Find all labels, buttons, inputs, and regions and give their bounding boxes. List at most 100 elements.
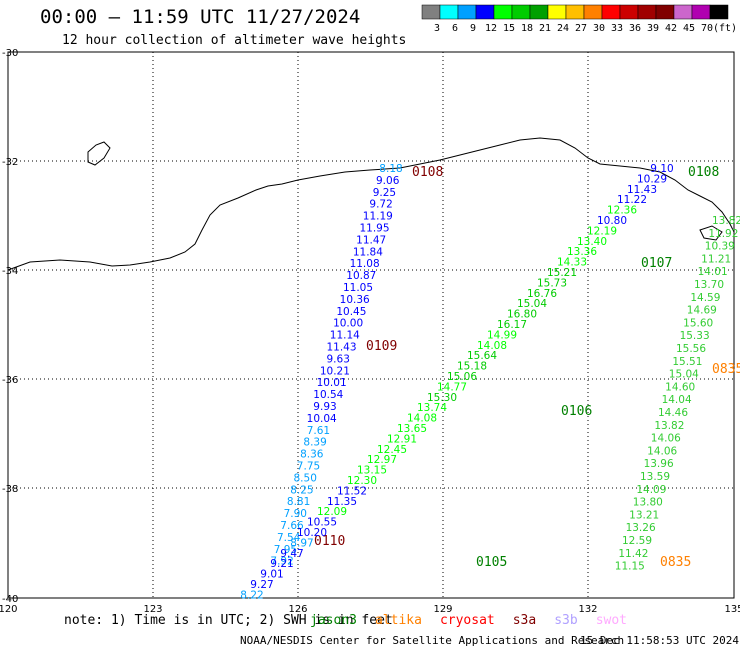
pass-label: 0106 (561, 404, 592, 419)
wave-height-label: 14.69 (687, 305, 717, 317)
wave-height-label: 15.73 (537, 277, 567, 289)
satellite-name: cryosat (439, 613, 495, 628)
wave-height-label: 14.59 (690, 292, 720, 304)
wave-height-label: 13.15 (357, 465, 387, 477)
wave-height-label: 14.08 (407, 413, 437, 425)
wave-height-label: 13.96 (644, 458, 674, 470)
lon-label: 120 (0, 604, 18, 615)
wave-height-label: 11.84 (353, 246, 383, 258)
lon-label: 126 (288, 604, 307, 615)
wave-height-label: 12.30 (347, 475, 377, 487)
wave-height-label: 11.05 (343, 282, 373, 294)
legend-label: 36 (629, 23, 641, 34)
legend-label: 9 (470, 23, 476, 34)
wave-height-label: 8.50 (294, 472, 317, 484)
title: 00:00 – 11:59 UTC 11/27/2024 (40, 6, 361, 28)
wave-height-label: 8.39 (303, 437, 326, 449)
wave-height-label: 11.43 (326, 342, 356, 354)
satellite-name: s3b (554, 613, 578, 628)
lat-label: -32 (2, 157, 18, 168)
lat-label: -36 (2, 375, 18, 386)
pass-label: 0108 (412, 165, 443, 180)
wave-height-label: 14.09 (636, 484, 666, 496)
wave-height-label: 10.04 (307, 413, 337, 425)
lat-label: -38 (2, 484, 18, 495)
wave-height-label: 12.36 (607, 205, 637, 217)
wave-height-label: 11.15 (615, 561, 645, 573)
wave-height-label: 14.04 (662, 394, 692, 406)
wave-height-label: 8.25 (290, 484, 313, 496)
legend-label: 42 (665, 23, 677, 34)
wave-height-label: 10.29 (637, 173, 667, 185)
footer-note: note: 1) Time is in UTC; 2) SWH is in fe… (64, 613, 393, 628)
wave-height-label: 11.92 (708, 228, 738, 240)
wave-height-label: 14.99 (487, 329, 517, 341)
coastline (7, 137, 735, 271)
lat-label: -30 (2, 48, 18, 59)
wave-height-label: 11.08 (350, 258, 380, 270)
wave-height-label: 14.60 (665, 381, 695, 393)
wave-height-label: 12.45 (377, 444, 407, 456)
wave-height-label: 10.20 (297, 527, 327, 539)
lat-label: -34 (2, 266, 18, 277)
wave-height-label: 9.25 (373, 187, 396, 199)
wave-height-label: 7.61 (307, 425, 330, 437)
wave-height-label: 11.47 (356, 234, 386, 246)
wave-height-label: 9.06 (376, 175, 400, 187)
legend-label: (ft) (713, 23, 737, 34)
wave-height-label: 15.30 (427, 392, 457, 404)
lon-label: 132 (578, 604, 597, 615)
island-outline (699, 225, 723, 241)
wave-height-label: 10.55 (307, 517, 337, 529)
satellite-name: altika (374, 613, 422, 628)
wave-height-label: 14.06 (651, 433, 681, 445)
wave-height-label: 9.21 (270, 558, 293, 570)
wave-height-label: 9.01 (260, 569, 283, 581)
timestamp: 15 Dec 11:58:53 UTC 2024 (580, 634, 739, 647)
wave-height-label: 14.46 (658, 407, 688, 419)
wave-height-label: 8.81 (287, 496, 310, 508)
wave-height-label: 7.90 (284, 508, 307, 520)
color-legend: 3 6 9 12 15 18 21 24 27 30 33 36 39 42 45 70 (ft) (421, 4, 737, 34)
wave-height-label: 10.00 (333, 318, 363, 330)
wave-height-label: 9.63 (327, 353, 350, 365)
lon-label: 129 (433, 604, 452, 615)
legend-label: 15 (503, 23, 515, 34)
wave-height-label: 12.59 (622, 535, 652, 547)
legend-swatch (709, 4, 729, 20)
island-outline (87, 141, 111, 166)
wave-height-label: 13.26 (626, 522, 656, 534)
pass-label: 0835 (712, 362, 740, 377)
wave-height-label: 11.21 (701, 253, 731, 265)
wave-height-label: 8.97 (290, 537, 313, 549)
wave-height-label: 13.40 (577, 236, 607, 248)
pass-label: 0110 (314, 534, 345, 549)
wave-height-label: 12.91 (387, 433, 417, 445)
map-frame (7, 51, 735, 599)
wave-height-label: 15.06 (447, 371, 477, 383)
pass-label: 0109 (366, 339, 397, 354)
wave-height-label: 13.36 (567, 246, 597, 258)
wave-height-label: 9.10 (650, 163, 673, 175)
wave-height-label: 14.77 (437, 381, 467, 393)
wave-height-label: 11.22 (617, 194, 647, 206)
lon-label: 135 (724, 604, 740, 615)
wave-height-label: 15.04 (517, 298, 547, 310)
legend-label: 21 (539, 23, 551, 34)
wave-height-label: 16.76 (527, 288, 557, 300)
satellite-name: swot (595, 613, 628, 628)
pass-label: 0835 (660, 555, 691, 570)
wave-height-label: 9.27 (250, 579, 273, 591)
wave-height-label: 15.18 (457, 361, 487, 373)
pass-label: 0107 (641, 256, 672, 271)
wave-height-label: 7.95 (274, 544, 297, 556)
wave-height-label: 15.33 (680, 330, 710, 342)
legend-label: 6 (452, 23, 458, 34)
lat-label: -40 (2, 594, 18, 605)
wave-height-label: 11.42 (618, 548, 648, 560)
wave-height-label: 10.87 (346, 270, 376, 282)
satellite-name: s3a (512, 613, 537, 628)
pass-label: 0105 (476, 555, 507, 570)
